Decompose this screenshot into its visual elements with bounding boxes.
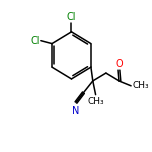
Text: N: N [72,106,80,116]
Text: O: O [115,59,123,69]
Text: Cl: Cl [67,12,76,22]
Text: CH₃: CH₃ [132,81,149,90]
Text: CH₃: CH₃ [87,97,104,106]
Text: Cl: Cl [30,36,40,46]
